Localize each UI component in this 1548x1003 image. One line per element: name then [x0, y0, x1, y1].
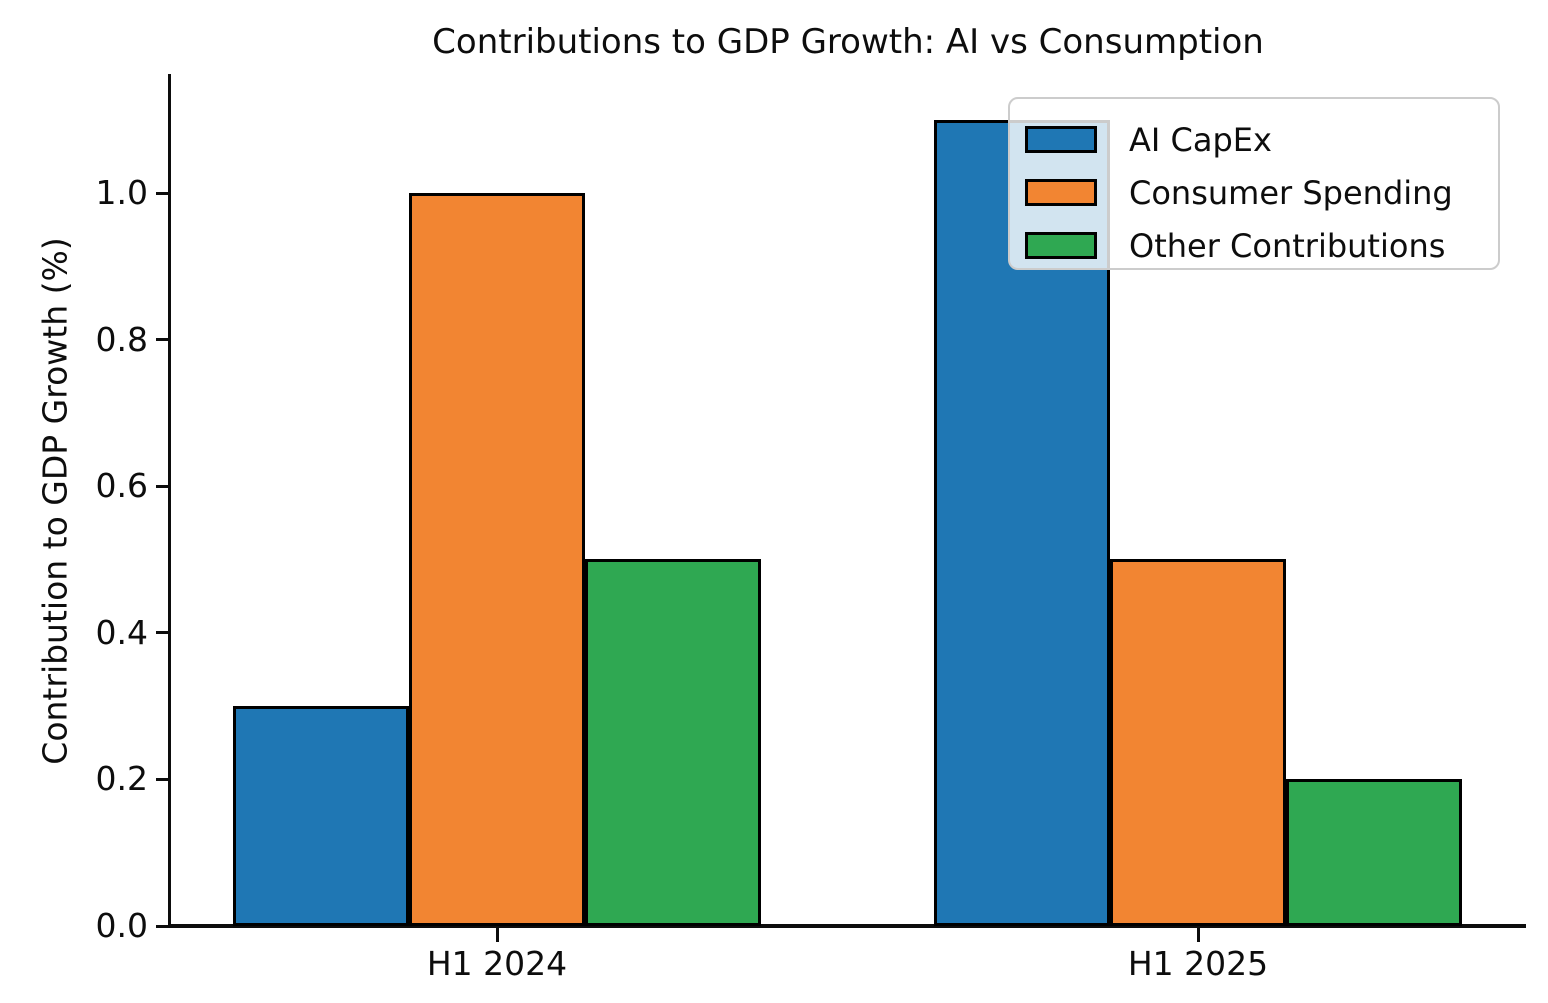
y-tick-label: 0.6 — [95, 466, 148, 505]
x-axis-spine — [168, 924, 1526, 928]
bar-ai-capex-h1-2024 — [233, 706, 409, 926]
y-tick-label: 0.4 — [95, 613, 148, 652]
y-tick-0.4 — [156, 631, 170, 634]
legend-label: AI CapEx — [1129, 120, 1272, 159]
legend-item-consumer-spending: Consumer Spending — [1025, 166, 1498, 219]
x-tick-label: H1 2025 — [1127, 944, 1269, 983]
x-tick-label: H1 2024 — [426, 944, 568, 983]
y-tick-0.2 — [156, 778, 170, 781]
y-tick-0.6 — [156, 485, 170, 488]
y-tick-0.8 — [156, 338, 170, 341]
y-tick-label: 0.8 — [95, 320, 148, 359]
legend: AI CapEx Consumer Spending Other Contribut… — [1008, 97, 1500, 270]
legend-item-other-contributions: Other Contributions — [1025, 219, 1498, 272]
y-tick-1.0 — [156, 192, 170, 195]
y-tick-label: 1.0 — [95, 173, 148, 212]
y-tick-label: 0.2 — [95, 759, 148, 798]
x-tick-h1-2025 — [1197, 928, 1200, 942]
legend-item-ai-capex: AI CapEx — [1025, 113, 1498, 166]
legend-swatch-ai-capex — [1025, 126, 1097, 153]
legend-swatch-other-contributions — [1025, 232, 1097, 259]
y-tick-0.0 — [156, 925, 170, 928]
y-tick-label: 0.0 — [95, 906, 148, 945]
bar-consumer-spending-h1-2025 — [1110, 559, 1286, 926]
legend-label: Other Contributions — [1129, 226, 1446, 265]
bar-other-contributions-h1-2025 — [1286, 779, 1462, 926]
chart-title: Contributions to GDP Growth: AI vs Consu… — [432, 22, 1264, 62]
legend-swatch-consumer-spending — [1025, 179, 1097, 206]
x-tick-h1-2024 — [496, 928, 499, 942]
bar-other-contributions-h1-2024 — [585, 559, 761, 926]
y-axis-spine — [168, 74, 171, 928]
legend-label: Consumer Spending — [1129, 173, 1453, 212]
bar-consumer-spending-h1-2024 — [409, 193, 585, 926]
